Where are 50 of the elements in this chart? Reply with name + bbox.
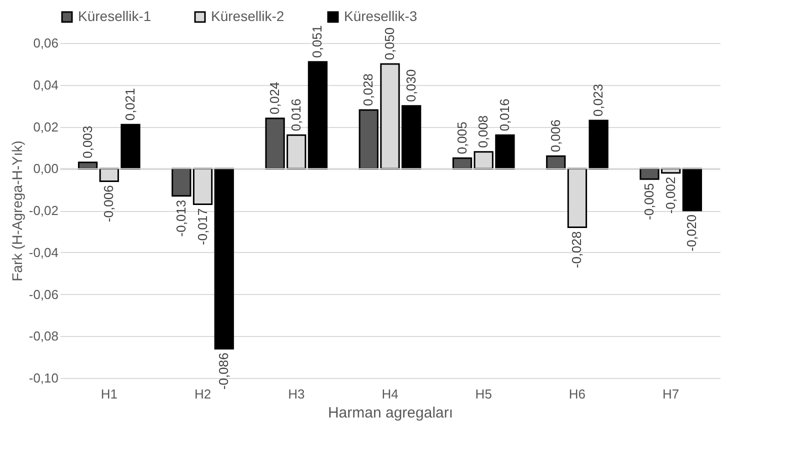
x-tick-label: H4	[382, 386, 398, 402]
bar	[78, 162, 98, 170]
x-tick-label: H5	[475, 386, 492, 402]
y-axis-title: Fark (H-Agrega-H-Yık)	[8, 140, 25, 282]
data-label: -0,013	[173, 200, 188, 237]
x-tick-label: H2	[194, 386, 212, 402]
y-tick-label: 0,02	[33, 119, 58, 134]
data-label: 0,005	[454, 122, 470, 154]
y-tick-label: 0,06	[33, 36, 58, 50]
data-label: -0,006	[101, 185, 116, 222]
data-label: 0,006	[548, 120, 563, 152]
data-label: 0,023	[590, 84, 606, 116]
bar	[452, 157, 472, 170]
data-label: -0,017	[194, 208, 210, 246]
data-label: -0,028	[569, 231, 584, 268]
x-axis-title: Harman agregaları	[328, 404, 454, 422]
y-tick-label: -0,06	[28, 286, 58, 302]
bar	[588, 120, 608, 170]
x-tick-label: H1	[100, 386, 118, 402]
x-tick-label: H7	[662, 386, 680, 402]
bar	[546, 155, 566, 170]
data-label: 0,008	[476, 115, 491, 148]
bar	[682, 168, 702, 212]
y-tick-label: -0,02	[28, 203, 58, 218]
bar	[172, 168, 192, 197]
data-label: 0,003	[80, 126, 95, 158]
data-label: -0,005	[642, 183, 656, 220]
data-label: -0,020	[684, 214, 700, 252]
x-tick-label: H6	[568, 386, 586, 402]
data-label: 0,028	[360, 73, 376, 106]
data-label: 0,050	[382, 27, 397, 60]
x-tick-label: H3	[288, 386, 305, 402]
data-label: 0,024	[267, 82, 282, 114]
data-label: 0,016	[496, 98, 512, 132]
legend-label: Küresellik-3	[344, 8, 418, 24]
data-label: -0,002	[662, 176, 678, 214]
legend-label: Küresellik-1	[78, 8, 152, 24]
y-tick-label: -0,10	[28, 370, 58, 386]
bar	[308, 61, 328, 170]
data-label: 0,016	[288, 98, 304, 132]
data-label: 0,030	[403, 69, 418, 102]
y-tick-label: -0,04	[28, 244, 58, 260]
data-label: 0,051	[310, 25, 325, 58]
legend-label: Küresellik-2	[211, 8, 284, 24]
y-tick-label: 0,00	[33, 161, 58, 176]
y-tick-label: -0,08	[28, 328, 58, 344]
data-label: -0,086	[216, 352, 232, 390]
y-tick-label: 0,04	[33, 77, 58, 92]
data-label: 0,021	[122, 88, 138, 121]
bar	[214, 168, 234, 350]
